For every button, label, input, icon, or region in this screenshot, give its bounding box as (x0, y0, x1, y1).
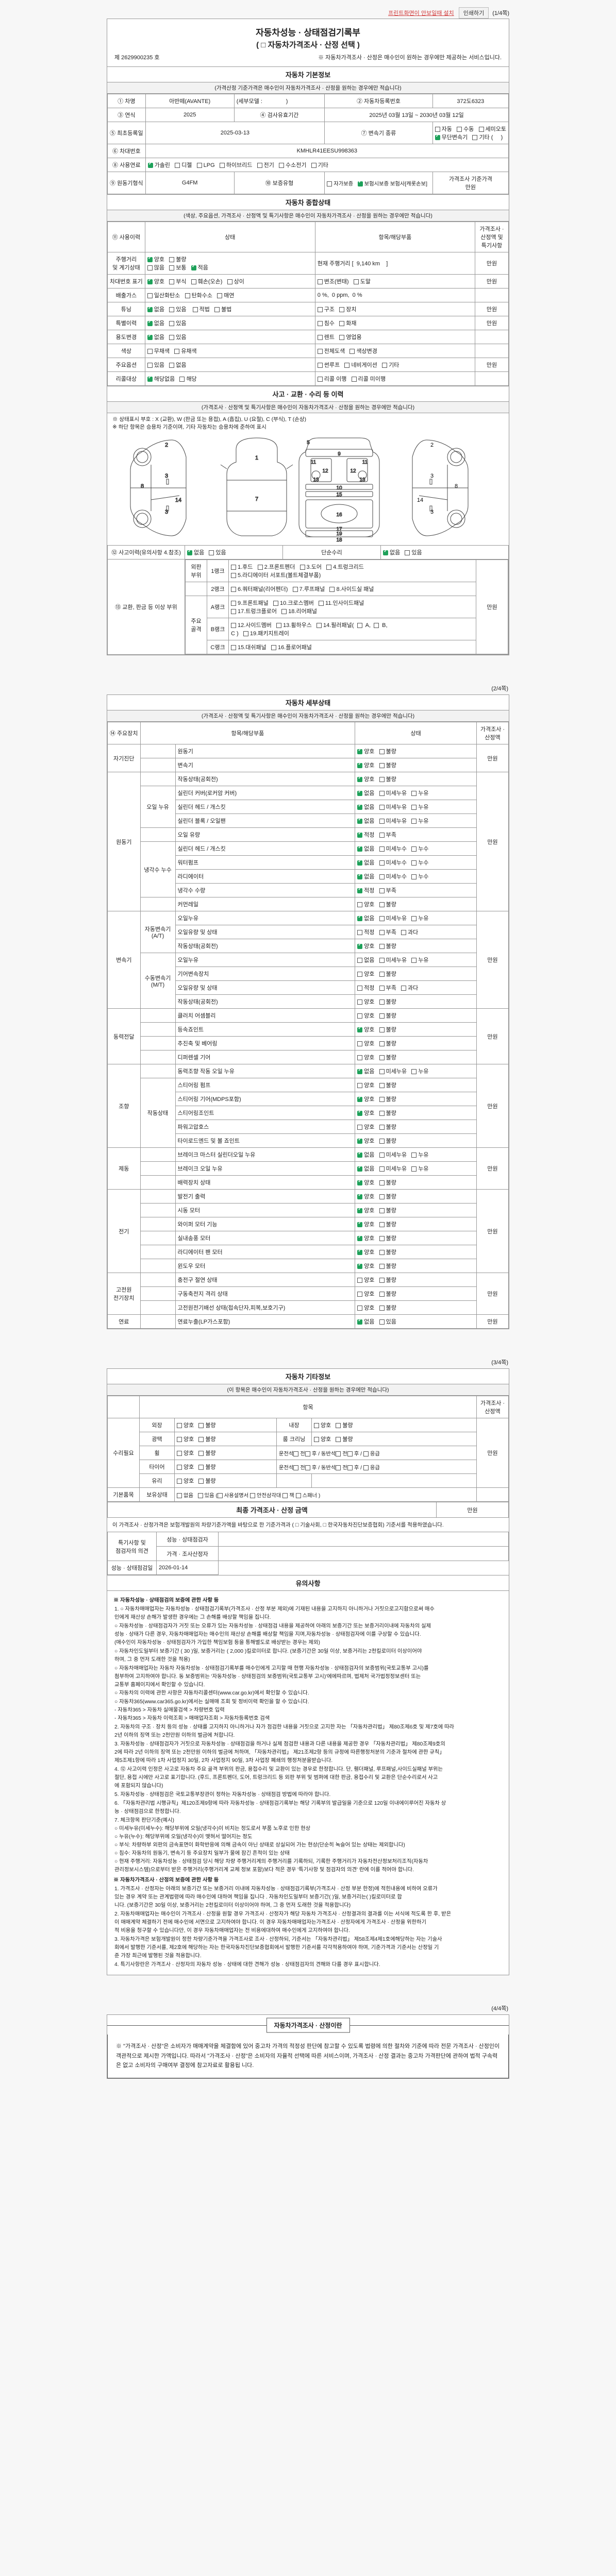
svg-text:9: 9 (338, 451, 341, 457)
svg-text:3: 3 (430, 473, 434, 479)
svg-text:11: 11 (311, 460, 317, 465)
svg-text:17: 17 (336, 527, 342, 532)
svg-text:3: 3 (165, 509, 168, 515)
svg-text:2: 2 (430, 442, 434, 448)
svg-text:1: 1 (255, 455, 258, 461)
svg-text:12: 12 (350, 468, 356, 474)
svg-text:8: 8 (455, 483, 458, 489)
svg-text:7: 7 (255, 496, 258, 502)
svg-text:5: 5 (307, 440, 310, 446)
svg-text:3: 3 (430, 509, 434, 515)
svg-text:12: 12 (322, 468, 328, 474)
svg-text:16: 16 (336, 512, 342, 518)
svg-text:18: 18 (336, 537, 342, 542)
svg-text:11: 11 (362, 460, 368, 465)
svg-text:14: 14 (175, 497, 181, 503)
svg-text:10: 10 (336, 485, 342, 491)
svg-text:13: 13 (359, 477, 365, 483)
svg-text:13: 13 (313, 477, 319, 483)
svg-text:2: 2 (165, 442, 168, 448)
svg-text:3: 3 (165, 473, 168, 479)
svg-text:14: 14 (417, 497, 423, 503)
svg-text:8: 8 (141, 483, 144, 489)
svg-text:15: 15 (336, 492, 342, 498)
